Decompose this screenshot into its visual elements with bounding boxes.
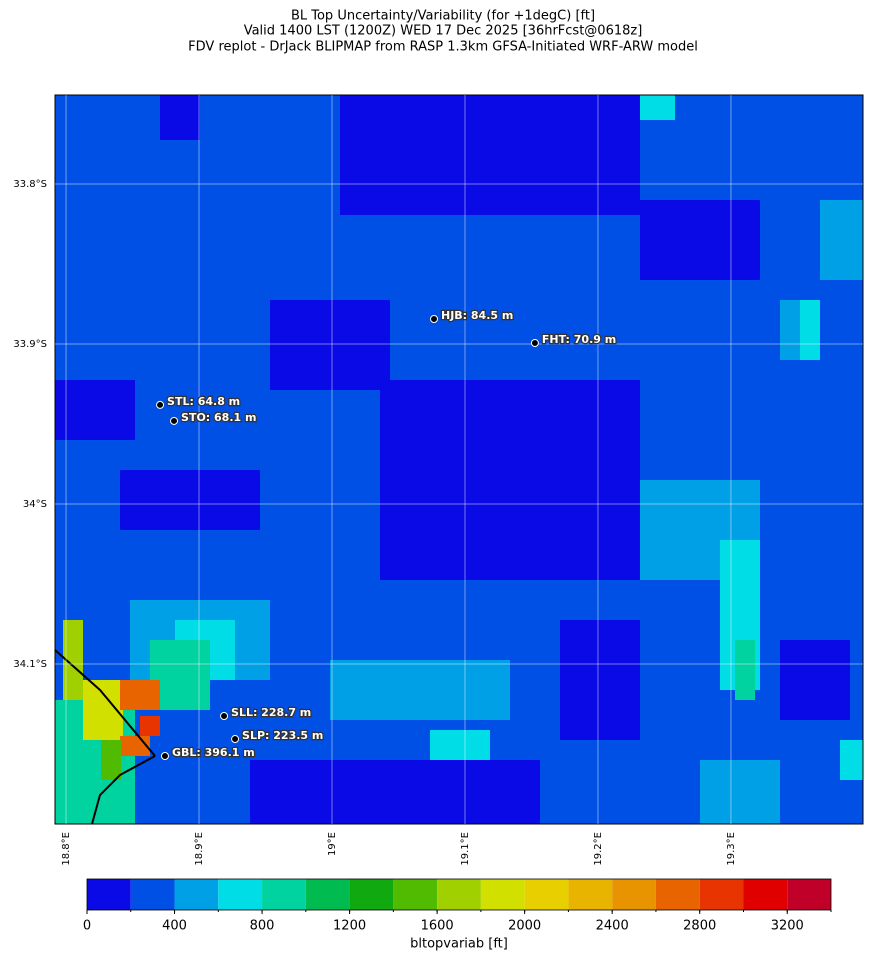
colorbar-segment [130,879,175,910]
colorbar-segment [305,879,350,910]
x-tick-label: 19.3°E [726,832,737,866]
colorbar-segment [349,879,394,910]
colorbar-label: bltopvariab [ft] [410,937,508,952]
colorbar-segment [262,879,306,910]
station-marker [429,315,438,324]
station-label: GBL: 396.1 m [172,746,255,759]
graticule [55,95,863,824]
station-marker [530,339,539,348]
station-label: STL: 64.8 m [167,395,240,408]
station-marker [156,400,165,409]
station-marker [220,711,229,720]
x-tick-label: 19.1°E [460,832,471,866]
colorbar-tick-label: 0 [83,919,91,934]
title-line: Valid 1400 LST (1200Z) WED 17 Dec 2025 [… [244,24,643,39]
colorbar-segment [218,879,263,910]
x-tick-label: 19°E [327,832,338,856]
station-label: SLL: 228.7 m [231,706,311,719]
colorbar-segment [437,879,481,910]
colorbar-tick-label: 2800 [683,919,716,934]
colorbar-segment [612,879,656,910]
station-label: STO: 68.1 m [181,411,256,424]
title-line: BL Top Uncertainty/Variability (for +1de… [291,9,595,24]
map-field [54,94,864,825]
colorbar-segment [480,879,525,910]
colorbar-tick-label: 1200 [333,919,366,934]
station-marker [160,751,169,760]
y-tick-label: 34°S [23,499,47,510]
colorbar-segment [655,879,700,910]
colorbar-tick-label: 3200 [771,919,804,934]
colorbar-frame [86,878,832,911]
station-label: HJB: 84.5 m [441,309,513,322]
station-label: FHT: 70.9 m [542,333,616,346]
colorbar-tick-label: 2400 [596,919,629,934]
colorbar-tick-label: 2000 [508,919,541,934]
colorbar-segment [393,879,438,910]
colorbar-segment [787,879,831,910]
colorbar-segment [87,879,131,910]
colorbar-segment [524,879,569,910]
title-line: FDV replot - DrJack BLIPMAP from RASP 1.… [188,40,698,55]
x-tick-label: 19.2°E [593,832,604,866]
station-marker [231,735,240,744]
colorbar-tick-label: 1600 [421,919,454,934]
y-tick-label: 33.8°S [13,179,47,190]
y-tick-label: 33.9°S [13,339,47,350]
colorbar-tick-label: 800 [250,919,275,934]
x-tick-label: 18.9°E [194,832,205,866]
y-tick-label: 34.1°S [13,659,47,670]
station-marker [170,416,179,425]
colorbar-segment [699,879,744,910]
x-tick-label: 18.8°E [61,832,72,866]
colorbar-tick-label: 400 [162,919,187,934]
stations: HJB: 84.5 m FHT: 70.9 m STL: 64.8 m STO: 68… [156,308,617,760]
colorbar-segment [174,879,219,910]
colorbar-segment [743,879,788,910]
colorbar-segment [568,879,613,910]
station-label: SLP: 223.5 m [242,729,323,742]
